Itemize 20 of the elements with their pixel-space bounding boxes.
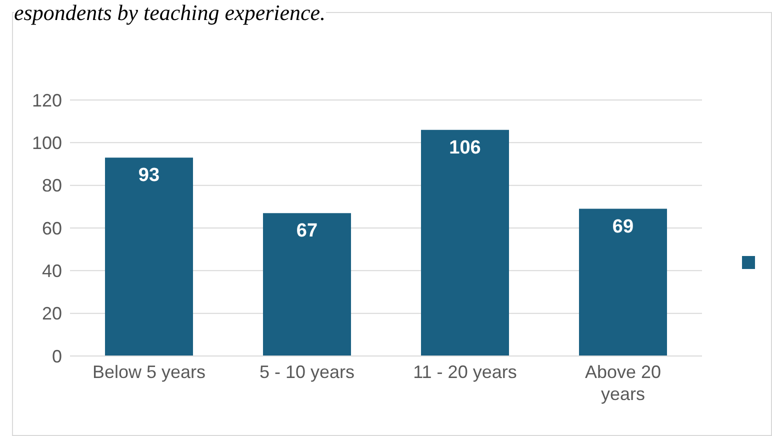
data-label: 106 (449, 137, 481, 158)
bar (421, 130, 509, 356)
bar (579, 208, 667, 356)
data-label: 67 (296, 220, 318, 242)
y-tick-label: 60 (42, 218, 62, 238)
x-tick-label: Above 20 years (584, 362, 662, 404)
x-tick-label: Below 5 years (92, 362, 206, 382)
y-tick-label: 120 (32, 90, 62, 110)
y-tick-label: 20 (42, 304, 62, 324)
chart-title: espondents by teaching experience. (14, 0, 326, 26)
x-tick-label: 11 - 20 years (413, 362, 517, 382)
data-label: 69 (612, 216, 634, 238)
bar (263, 213, 351, 356)
y-tick-label: 0 (52, 346, 62, 366)
data-label: 93 (138, 165, 160, 186)
y-tick-label: 40 (42, 261, 62, 282)
x-tick-label: 5 - 10 years (259, 362, 355, 382)
y-tick-label: 100 (32, 133, 62, 154)
bar (105, 158, 193, 356)
y-tick-label: 80 (42, 176, 62, 196)
